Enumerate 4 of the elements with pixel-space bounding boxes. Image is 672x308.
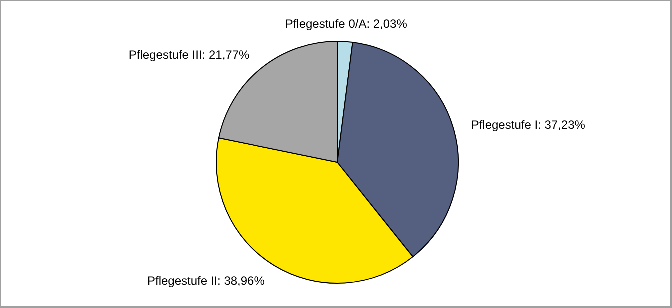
slice-label: Pflegestufe II: 38,96% <box>147 274 266 288</box>
slice-label: Pflegestufe III: 21,77% <box>128 48 250 62</box>
slice-label: Pflegestufe 0/A: 2,03% <box>285 16 408 31</box>
slice-label: Pflegestufe I: 37,23% <box>471 118 586 132</box>
